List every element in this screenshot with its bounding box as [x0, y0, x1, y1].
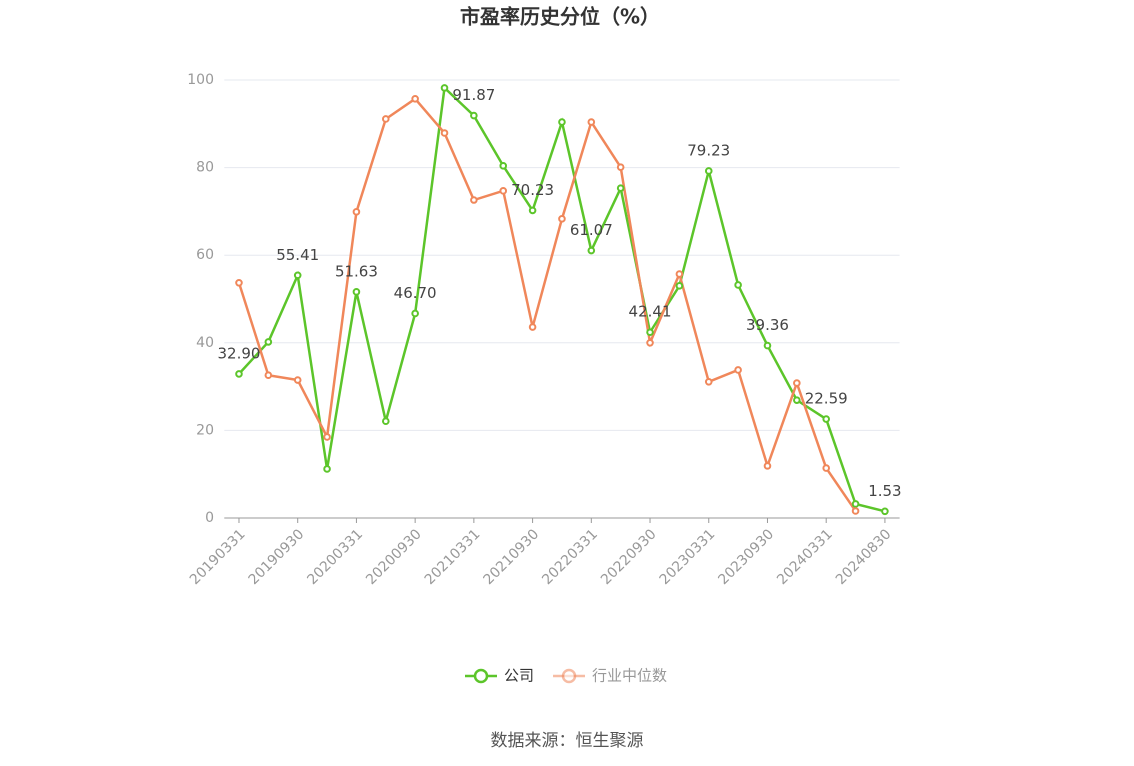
- data-point: [587, 118, 596, 126]
- data-label: 61.07: [570, 221, 613, 239]
- y-tick-label: 40: [196, 335, 214, 351]
- data-point: [734, 281, 742, 289]
- data-point: [381, 115, 390, 123]
- data-point: [470, 111, 478, 120]
- y-tick-label: 60: [196, 247, 214, 263]
- y-tick-label: 100: [187, 72, 214, 88]
- data-point: [528, 323, 537, 331]
- series-line: [238, 85, 886, 513]
- data-label: 70.23: [511, 181, 554, 199]
- data-label: 51.63: [335, 262, 378, 280]
- data-label: 55.41: [276, 246, 319, 264]
- data-point: [587, 246, 596, 255]
- x-tick-label: 20200331: [304, 526, 366, 588]
- x-tick-label: 20200930: [363, 526, 425, 588]
- x-tick-label: 20190930: [246, 526, 308, 588]
- chart-title: 市盈率历史分位（%）: [460, 5, 660, 29]
- data-point: [646, 339, 654, 347]
- data-point: [851, 500, 860, 508]
- legend-label: 公司: [504, 667, 534, 685]
- data-point: [528, 206, 537, 215]
- x-tick-label: 20240830: [833, 526, 895, 588]
- data-point: [881, 507, 889, 516]
- data-point: [411, 309, 419, 318]
- series-line: [237, 97, 857, 512]
- data-label: 22.59: [805, 390, 848, 408]
- data-point: [793, 379, 801, 387]
- data-point: [411, 95, 419, 103]
- data-point: [616, 184, 625, 192]
- data-point: [822, 464, 830, 472]
- x-tick-label: 20190331: [187, 526, 249, 588]
- data-point: [704, 377, 713, 386]
- x-tick-label: 20240331: [774, 526, 836, 588]
- x-tick-label: 20220930: [598, 526, 660, 588]
- legend-marker: [561, 668, 577, 684]
- x-tick-label: 20220331: [539, 526, 601, 588]
- data-point: [851, 507, 860, 515]
- data-label: 42.41: [629, 303, 672, 321]
- data-point: [499, 187, 508, 195]
- data-point: [763, 341, 772, 350]
- x-tick-label: 20210930: [481, 526, 543, 588]
- data-label: 39.36: [746, 316, 789, 334]
- data-point: [323, 465, 331, 473]
- data-point: [646, 328, 654, 337]
- data-point: [440, 129, 449, 137]
- data-point: [616, 163, 625, 171]
- y-tick-label: 0: [205, 510, 214, 526]
- x-tick-label: 20230930: [715, 526, 777, 588]
- data-point: [763, 462, 772, 470]
- legend-label: 行业中位数: [592, 667, 667, 685]
- data-point: [734, 366, 742, 374]
- data-point: [558, 118, 566, 126]
- y-tick-label: 80: [196, 160, 214, 176]
- data-point: [264, 371, 273, 380]
- data-point: [323, 433, 331, 441]
- data-point: [440, 84, 449, 92]
- data-point: [704, 167, 713, 175]
- data-point: [293, 271, 302, 280]
- data-point: [293, 376, 302, 384]
- data-point: [822, 415, 830, 423]
- data-point: [675, 270, 684, 278]
- data-label: 91.87: [452, 86, 495, 104]
- data-point: [235, 370, 243, 378]
- data-label: 79.23: [687, 141, 730, 159]
- data-label: 46.70: [394, 284, 437, 302]
- data-point: [381, 417, 390, 426]
- source: 数据来源：恒生聚源: [491, 731, 644, 751]
- data-point: [675, 282, 684, 290]
- data-point: [264, 338, 273, 346]
- data-point: [558, 215, 566, 223]
- data-label: 1.53: [868, 482, 901, 500]
- data-point: [499, 162, 508, 170]
- y-tick-label: 20: [196, 422, 214, 438]
- data-point: [470, 196, 478, 204]
- legend-marker: [473, 668, 489, 684]
- data-label: 32.90: [218, 344, 261, 362]
- data-point: [352, 208, 361, 216]
- x-tick-label: 20210331: [422, 526, 484, 588]
- data-point: [235, 278, 243, 287]
- x-tick-label: 20230331: [657, 526, 719, 588]
- data-point: [793, 396, 801, 404]
- data-point: [352, 288, 361, 296]
